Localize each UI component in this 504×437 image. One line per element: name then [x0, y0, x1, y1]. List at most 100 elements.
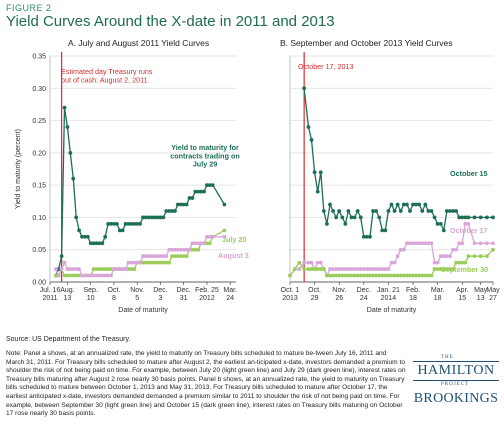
panel-a-data-point — [126, 267, 131, 271]
panel-b-series-label-2: October 17 — [450, 226, 488, 235]
panel-b-x-tick-label: Oct. 1 2013 — [281, 287, 300, 302]
panel-a-data-point — [91, 241, 96, 246]
panel-a-data-point — [178, 254, 183, 259]
panel-b-data-point — [361, 267, 366, 271]
panel-b-data-point — [457, 215, 462, 220]
panel-a-data-point — [173, 254, 177, 259]
panel-a-x-tick-label: Feb. 25 2012 — [195, 287, 219, 302]
panel-a-data-point — [205, 234, 209, 239]
panel-a-data-point — [155, 254, 160, 259]
panel-a-data-point — [91, 273, 96, 278]
panel-a-data-point — [126, 260, 131, 265]
panel-b-data-point — [408, 209, 412, 213]
panel-a-data-point — [94, 241, 99, 246]
panel-a-data-point — [123, 221, 128, 226]
panel-b-data-point — [343, 267, 348, 271]
panel-b-data-point — [337, 209, 342, 213]
panel-b-data-point — [441, 254, 446, 259]
panel-b-data-point — [484, 215, 489, 220]
panel-b-data-point — [302, 86, 307, 91]
panel-b-data-point — [389, 202, 394, 207]
panel-a-data-point — [109, 221, 113, 226]
panel-a-data-point — [170, 254, 174, 259]
panel-b-data-point — [463, 260, 468, 265]
panel-a-data-point — [184, 254, 189, 259]
panel-b-x-tick-label: Feb. 18 — [406, 287, 420, 302]
panel-a-data-point — [144, 215, 148, 220]
panel-b-data-point — [398, 209, 403, 213]
panel-b-data-point — [346, 273, 351, 278]
panel-a-data-point — [80, 234, 84, 239]
panel-b-data-point — [417, 241, 422, 246]
panel-b-data-point — [448, 267, 452, 271]
panel-a-data-point — [141, 215, 145, 220]
yield-curve-charts: 0.00 0.05 0.10 0.15 0.20 0.25 0.30 0.35 Yield to… — [15, 52, 500, 314]
panel-a-data-point — [196, 241, 201, 246]
panel-a-data-point — [132, 260, 137, 265]
panel-b-x-tick-label: May 27 — [486, 287, 500, 302]
panel-b-data-point — [302, 267, 307, 271]
panel-b-x-tick-label: Dec. 24 — [357, 287, 371, 302]
panel-a-data-point — [106, 221, 111, 226]
panel-a-data-point — [152, 260, 157, 265]
panel-a-data-point — [207, 241, 212, 246]
panel-a-x-tick-label: Aug. 13 — [60, 287, 74, 302]
panel-a-data-point — [146, 260, 151, 265]
panel-a-data-point — [126, 221, 131, 226]
panel-a-series-label-3: August 3 — [218, 251, 249, 260]
panel-a-data-point — [193, 247, 198, 252]
panel-b-data-point — [448, 209, 452, 213]
panel-a-data-point — [65, 273, 70, 278]
panel-b-data-point — [491, 247, 495, 252]
panel-a-y-tick-label: 0.10 — [32, 215, 46, 222]
panel-a-data-point — [77, 228, 81, 233]
panel-a-data-point — [138, 260, 142, 265]
panel-b-data-point — [398, 247, 403, 252]
panel-a-data-point — [193, 189, 198, 194]
panel-b-data-point — [306, 260, 311, 265]
panel-b-data-point — [386, 267, 391, 271]
panel-b-data-point — [355, 209, 360, 213]
panel-a-y-tick-label: 0.30 — [32, 86, 46, 93]
panel-b-data-point — [395, 202, 400, 207]
panel-b-data-point — [451, 209, 455, 213]
panel-b-data-point — [472, 241, 477, 246]
panel-b-data-point — [380, 228, 385, 233]
panel-b-data-point — [325, 273, 329, 278]
panel-b-data-point — [374, 267, 379, 271]
panel-a-data-point — [97, 267, 102, 271]
panel-b-data-point — [331, 209, 335, 213]
panel-b-data-point — [328, 267, 332, 271]
panel-a-data-point — [135, 221, 140, 226]
panel-b-data-point — [334, 267, 339, 271]
panel-b-data-point — [389, 260, 394, 265]
panel-b-data-point — [454, 209, 458, 213]
panel-a-data-point — [59, 267, 64, 271]
panel-b-data-point — [454, 247, 458, 252]
panel-b-data-point — [328, 273, 332, 278]
panel-a-data-point — [158, 254, 163, 259]
hamilton-logo-the: THE — [441, 355, 454, 360]
panel-a-data-point — [85, 234, 90, 239]
panel-a-data-point — [190, 247, 195, 252]
panel-a-data-point — [71, 273, 76, 278]
panel-b-data-point — [358, 267, 363, 271]
panel-a-data-point — [62, 260, 67, 265]
panel-b-data-point — [297, 267, 302, 271]
panel-b-data-point — [380, 267, 385, 271]
panel-b-x-tick-label: Apr. 15 — [456, 287, 469, 302]
panel-a-y-tick-label: 0.15 — [32, 183, 46, 190]
panel-b-data-point — [312, 267, 317, 271]
panel-b-data-point — [448, 254, 452, 259]
panel-a-data-point — [170, 247, 174, 252]
panel-a-y-tick-label: 0.20 — [32, 150, 46, 157]
panel-a-data-point — [190, 196, 195, 200]
panel-b-data-point — [404, 241, 409, 246]
panel-a-data-point — [144, 260, 148, 265]
panel-a-data-point — [205, 183, 209, 188]
hamilton-project-logo: HAMILTON — [413, 361, 499, 381]
panel-a-x-tick-label: Mar. 24 — [223, 287, 237, 302]
panel-b-data-point — [411, 241, 415, 246]
panel-a-data-point — [141, 260, 145, 265]
panel-a-data-point — [141, 254, 145, 259]
